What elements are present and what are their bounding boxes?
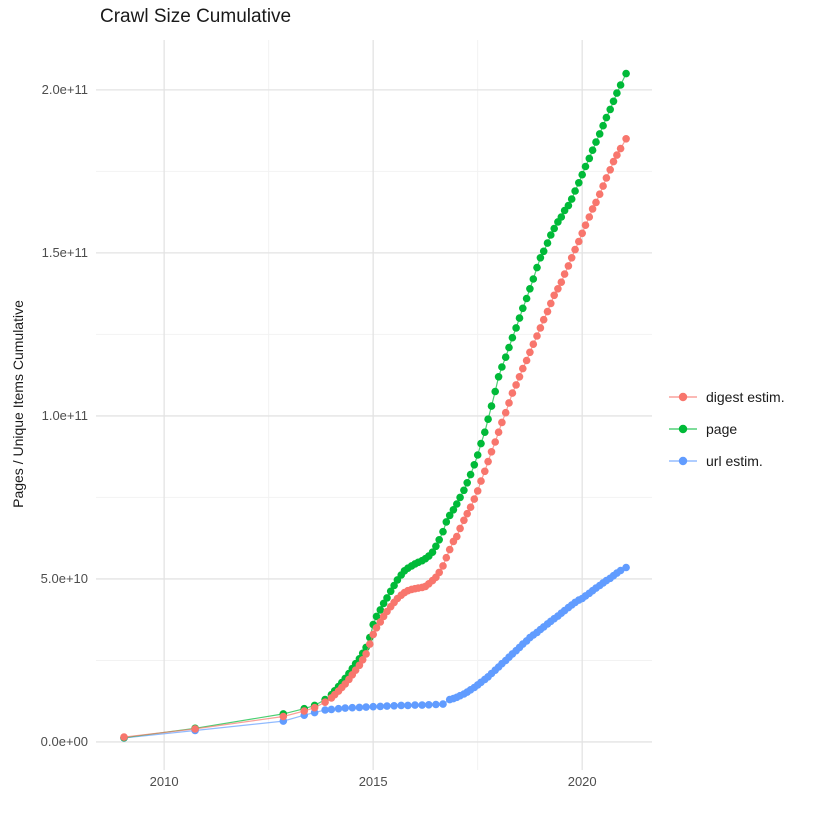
y-tick-label: 1.0e+11 [41,407,88,423]
legend-label: digest estim. [706,389,785,405]
legend-key-digest-icon [669,392,697,402]
legend-item-digest-estim: digest estim. [668,381,785,413]
y-tick-label: 0.0e+00 [40,733,88,749]
y-tick-label: 5.0e+10 [40,570,88,586]
legend-key-page-icon [669,424,697,434]
y-tick-label: 2.0e+11 [41,81,88,97]
legend-label: page [706,421,738,437]
x-tick-label: 2010 [149,774,179,789]
legend: digest estim. page url estim. [668,381,785,477]
legend-item-url-estim: url estim. [668,445,785,477]
legend-item-page: page [668,413,785,445]
y-axis-title: Pages / Unique Items Cumulative [10,300,26,508]
x-tick-label: 2020 [567,774,597,789]
legend-label: url estim. [706,453,763,469]
chart-title: Crawl Size Cumulative [100,6,292,27]
legend-key-url-icon [669,456,697,466]
x-tick-label: 2015 [358,774,388,789]
y-tick-label: 1.5e+11 [41,244,88,260]
